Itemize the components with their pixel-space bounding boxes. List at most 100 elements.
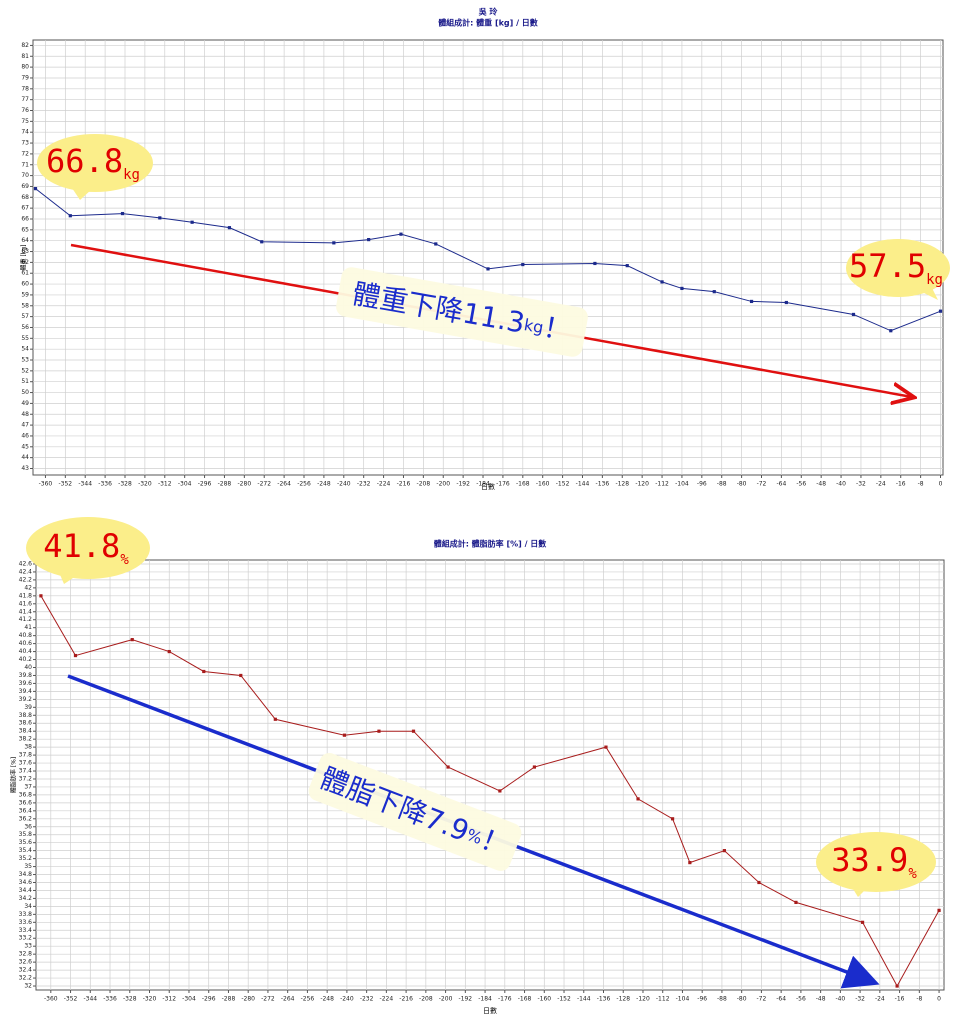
y-tick-label: 62 <box>21 259 29 266</box>
y-tick-label: 41 <box>24 624 32 631</box>
data-point <box>895 984 899 988</box>
y-tick-label: 57 <box>21 313 29 320</box>
x-tick-label: -320 <box>143 996 157 1003</box>
data-point <box>712 290 716 294</box>
x-tick-label: -176 <box>496 481 510 488</box>
bubble <box>37 134 153 192</box>
x-tick-label: -112 <box>655 481 669 488</box>
banner-bg <box>336 267 588 357</box>
y-tick-label: 37 <box>24 783 32 790</box>
bubble <box>816 832 936 892</box>
data-point <box>167 649 171 654</box>
data-point <box>889 329 893 333</box>
y-tick-label: 37.6 <box>19 760 33 767</box>
data-point <box>73 653 78 658</box>
y-tick-label: 67 <box>21 205 29 212</box>
bubble <box>846 239 950 297</box>
x-tick-label: -176 <box>498 996 512 1003</box>
x-tick-label: -344 <box>78 481 92 488</box>
callout-bubble: 66.8kg <box>37 134 153 200</box>
y-tick-label: 39.4 <box>19 688 33 695</box>
y-tick-label: 32.2 <box>19 975 33 982</box>
data-point <box>377 729 381 733</box>
x-tick-label: -280 <box>238 481 252 488</box>
y-tick-label: 77 <box>21 96 29 103</box>
banner-text-part: kg <box>523 315 545 337</box>
x-tick-label: -24 <box>875 996 885 1003</box>
y-tick-label: 38.6 <box>19 720 33 727</box>
y-tick-label: 35.6 <box>19 839 33 846</box>
y-tick-label: 34.2 <box>19 895 33 902</box>
y-axis-label: 體脂肪率 [%] <box>10 757 18 793</box>
x-tick-label: -112 <box>656 996 670 1003</box>
x-tick-label: -320 <box>138 481 152 488</box>
banner-text-part: % <box>464 824 485 847</box>
x-tick-label: -136 <box>596 481 610 488</box>
x-tick-label: -256 <box>301 996 315 1003</box>
y-tick-label: 36.6 <box>19 799 33 806</box>
x-tick-label: -128 <box>616 996 630 1003</box>
x-tick-label: -144 <box>577 996 591 1003</box>
data-point <box>521 262 525 267</box>
y-tick-label: 39 <box>24 704 32 711</box>
x-tick-label: 0 <box>937 996 941 1003</box>
x-tick-label: -208 <box>419 996 433 1003</box>
data-point <box>120 211 125 216</box>
x-tick-label: -184 <box>478 996 492 1003</box>
banner: 體重下降11.3kg！ <box>336 267 588 357</box>
y-tick-label: 76 <box>21 107 29 114</box>
x-axis-label: 日數 <box>481 482 495 491</box>
x-tick-label: -128 <box>615 481 629 488</box>
data-point <box>239 673 243 678</box>
x-tick-label: -64 <box>776 996 786 1003</box>
y-tick-label: 40.6 <box>19 640 33 647</box>
x-tick-label: -88 <box>717 481 727 488</box>
x-tick-label: -192 <box>459 996 473 1003</box>
y-axis-label: 體重 [kg] <box>20 245 28 271</box>
y-tick-label: 65 <box>21 226 29 233</box>
y-tick-label: 71 <box>21 161 29 168</box>
y-tick-label: 36 <box>24 823 32 830</box>
x-tick-label: -40 <box>835 996 845 1003</box>
y-tick-label: 54 <box>21 346 29 353</box>
y-tick-label: 33.8 <box>19 911 33 918</box>
y-tick-label: 61 <box>21 270 29 277</box>
x-tick-label: -328 <box>118 481 132 488</box>
data-point <box>670 817 675 821</box>
callout-text-part: % <box>120 552 129 568</box>
y-tick-label: 40.2 <box>19 656 33 663</box>
x-tick-label: -304 <box>182 996 196 1003</box>
y-tick-label: 78 <box>21 85 29 92</box>
x-tick-label: -288 <box>218 481 232 488</box>
x-tick-label: -72 <box>757 996 767 1003</box>
x-tick-label: -96 <box>697 996 707 1003</box>
plot-area <box>35 559 945 991</box>
x-tick-label: -64 <box>776 481 786 488</box>
x-tick-label: -80 <box>737 996 747 1003</box>
data-point <box>722 849 727 853</box>
x-tick-label: -360 <box>39 481 53 488</box>
data-point <box>680 286 684 291</box>
callout-text: 41.8% <box>43 527 129 568</box>
callout-text-part: kg <box>123 167 140 183</box>
data-point <box>39 594 43 598</box>
x-tick-label: -56 <box>796 481 806 488</box>
y-tick-label: 33 <box>24 943 32 950</box>
callout-text: 33.9% <box>831 841 917 882</box>
y-tick-label: 32 <box>24 983 32 990</box>
x-tick-label: -152 <box>556 481 570 488</box>
y-tick-label: 48 <box>21 411 29 418</box>
y-tick-label: 38.2 <box>19 736 33 743</box>
x-tick-label: -296 <box>202 996 216 1003</box>
banner-bg <box>308 753 522 871</box>
x-tick-label: -24 <box>876 481 886 488</box>
y-tick-label: 35.2 <box>19 855 33 862</box>
x-tick-label: -224 <box>377 481 391 488</box>
y-tick-label: 39.6 <box>19 680 33 687</box>
y-tick-label: 55 <box>21 335 29 342</box>
y-tick-label: 60 <box>21 281 29 288</box>
y-tick-label: 34 <box>24 903 32 910</box>
x-tick-label: -280 <box>241 996 255 1003</box>
callout-text-part: % <box>908 866 917 882</box>
